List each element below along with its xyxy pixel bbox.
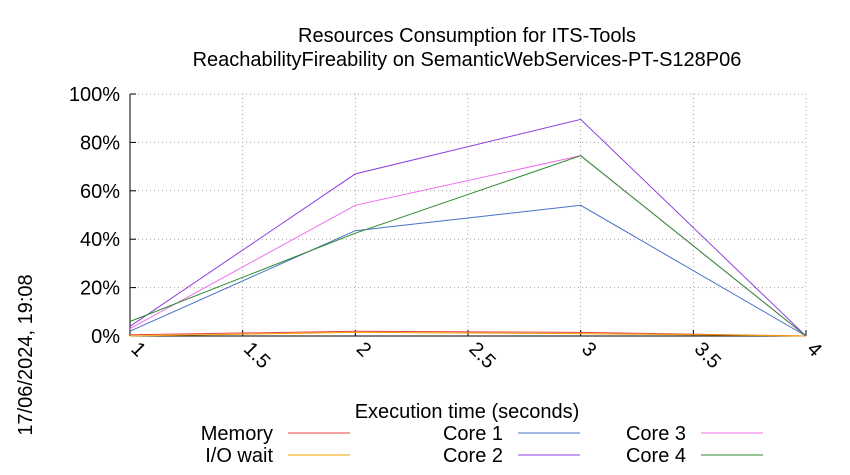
- legend-label: I/O wait: [205, 445, 273, 467]
- x-tick-label: 2: [352, 338, 375, 361]
- chart-subtitle: ReachabilityFireability on SemanticWebSe…: [193, 49, 742, 71]
- y-tick-label: 100%: [69, 84, 120, 106]
- x-axis-label: Execution time (seconds): [355, 401, 580, 423]
- y-tick-label: 40%: [80, 229, 120, 251]
- legend-label: Memory: [201, 423, 273, 445]
- x-tick-label: 2.5: [464, 338, 499, 373]
- axes: [129, 93, 807, 337]
- series-line-memory: [129, 330, 807, 337]
- y-tick-label: 60%: [80, 181, 120, 203]
- x-tick-label: 4: [802, 338, 825, 361]
- x-tick-label: 3: [577, 338, 600, 361]
- legend-label: Core 2: [443, 445, 503, 467]
- grid-lines: [130, 94, 806, 336]
- legend-label: Core 4: [626, 445, 686, 467]
- y-tick-label: 0%: [91, 326, 120, 348]
- series-line-core-1: [129, 204, 807, 337]
- series-lines: [129, 118, 807, 337]
- series-line-i-o-wait: [129, 331, 807, 337]
- tick-labels: 0% 20% 40% 60% 80% 100% 1 1.5 2 2.5 3 3.5 4: [69, 84, 826, 373]
- series-line-core-4: [129, 155, 807, 337]
- legend-label: Core 1: [443, 423, 503, 445]
- x-tick-label: 1.5: [239, 338, 274, 373]
- y-tick-label: 80%: [80, 132, 120, 154]
- x-tick-label: 3.5: [690, 338, 725, 373]
- x-tick-label: 1: [126, 338, 149, 361]
- y-tick-label: 20%: [80, 278, 120, 300]
- series-line-core-2: [129, 118, 807, 337]
- timestamp-label: 17/06/2024, 19:08: [15, 274, 37, 435]
- chart-title: Resources Consumption for ITS-Tools: [298, 25, 636, 47]
- legend-label: Core 3: [626, 423, 686, 445]
